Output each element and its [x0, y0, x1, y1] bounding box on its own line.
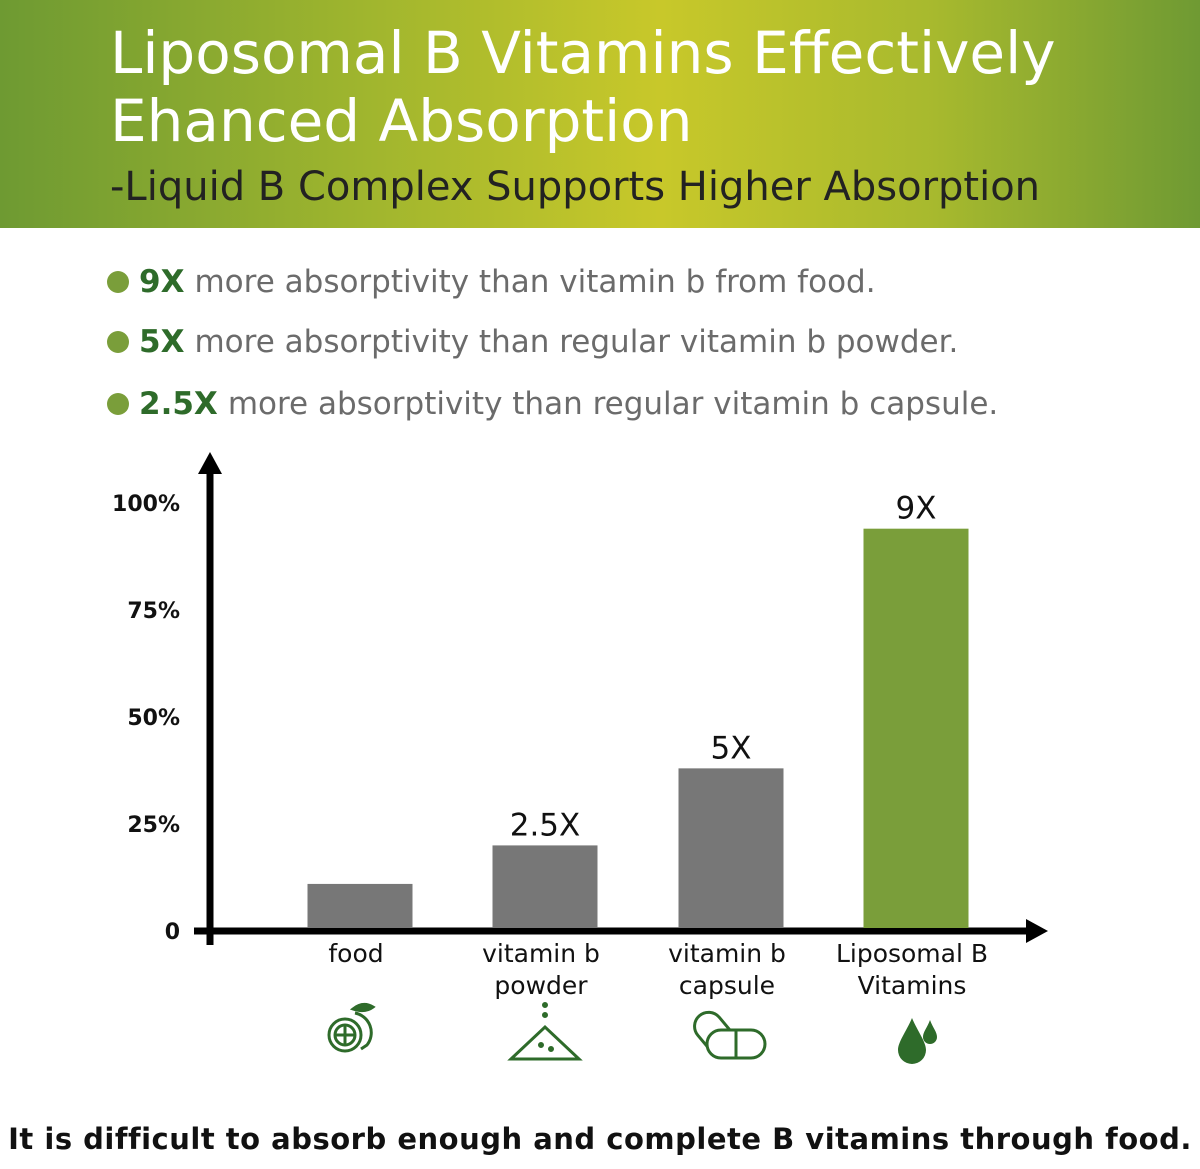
y-tick-label: 0 [165, 920, 180, 945]
bullet-highlight: 2.5X [139, 386, 218, 422]
droplets-icon [898, 1018, 937, 1064]
x-category-label: vitamin b [482, 939, 600, 968]
bullet-text: more absorptivity than regular vitamin b… [227, 386, 999, 422]
y-tick-label: 75% [127, 599, 180, 624]
x-category-label: Vitamins [858, 971, 967, 1000]
bullet-text: more absorptivity than vitamin b from fo… [194, 264, 876, 300]
data-label: 2.5X [510, 807, 581, 843]
y-axis-arrow [198, 452, 222, 474]
bar [307, 883, 413, 928]
bar [678, 768, 784, 928]
x-category-label: food [328, 939, 383, 968]
bullet-dot-icon [107, 271, 129, 293]
bar [492, 845, 598, 928]
title-line-2: Ehanced Absorption [110, 87, 693, 155]
bullet-text: more absorptivity than regular vitamin b… [194, 324, 959, 360]
header-banner: Liposomal B Vitamins Effectively Ehanced… [0, 0, 1200, 228]
bullet-highlight: 9X [139, 264, 185, 300]
title-line-1: Liposomal B Vitamins Effectively [110, 19, 1056, 87]
x-category-label: capsule [679, 971, 775, 1000]
y-tick-label: 50% [127, 706, 180, 731]
footer-note: It is difficult to absorb enough and com… [8, 1122, 1192, 1156]
bar [863, 528, 969, 928]
lemon-icon [327, 1002, 376, 1053]
x-category-label: powder [494, 971, 588, 1000]
x-category-label: vitamin b [668, 939, 786, 968]
bullet-highlight: 5X [139, 324, 185, 360]
x-category-label: Liposomal B [836, 939, 988, 968]
data-label: 5X [711, 730, 752, 766]
y-tick-label: 25% [127, 813, 180, 838]
x-axis-arrow [1026, 919, 1048, 943]
data-label: 9X [896, 491, 937, 527]
y-tick-label: 100% [112, 492, 180, 517]
bullet-item: 5X more absorptivity than regular vitamin… [107, 324, 958, 360]
bullet-item: 9X more absorptivity than vitamin b from … [107, 264, 876, 300]
axes [194, 452, 1048, 945]
bullet-dot-icon [107, 393, 129, 415]
bullet-dot-icon [107, 331, 129, 353]
bullet-item: 2.5X more absorptivity than regular vitam… [107, 386, 998, 422]
powder-pile-icon [507, 1002, 583, 1061]
capsules-icon [693, 1010, 767, 1060]
subtitle: -Liquid B Complex Supports Higher Absorp… [110, 164, 1041, 210]
